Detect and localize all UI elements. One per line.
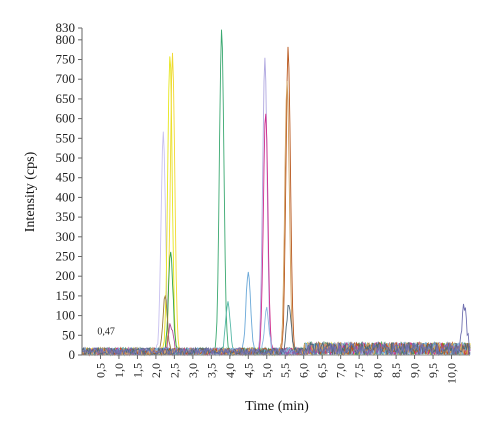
x-tick-label: 1,5 <box>130 363 144 378</box>
y-tick-label: 400 <box>56 189 76 204</box>
x-axis-ticks: 0,5 1,0 1,5 2,0 2,5 3,0 3,5 4,0 4,5 5,0 5,5 6,0 6,5 7… <box>93 355 459 384</box>
x-tick-label: 4,5 <box>241 363 255 378</box>
x-tick-label: 10,0 <box>445 363 459 384</box>
x-tick-label: 0,5 <box>93 363 107 378</box>
y-tick-label: 650 <box>56 91 76 106</box>
x-tick-label: 1,0 <box>112 363 126 378</box>
x-tick-label: 6,5 <box>315 363 329 378</box>
x-tick-label: 5,5 <box>278 363 292 378</box>
y-tick-label: 700 <box>56 71 76 86</box>
x-tick-label: 4,0 <box>223 363 237 378</box>
y-tick-label: 800 <box>56 32 76 47</box>
y-tick-label: 150 <box>56 288 76 303</box>
y-axis-ticks: 0 50 100 150 200 250 300 350 400 450 500 550 600 650 7… <box>56 20 82 362</box>
y-tick-label: 550 <box>56 130 76 145</box>
x-tick-label: 2,0 <box>149 363 163 378</box>
peak-annotation: 0,47 <box>97 326 115 337</box>
y-tick-label: 830 <box>56 20 76 35</box>
x-tick-label: 9,0 <box>408 363 422 378</box>
y-tick-label: 250 <box>56 249 76 264</box>
y-tick-label: 350 <box>56 209 76 224</box>
x-tick-label: 7,5 <box>352 363 366 378</box>
series-line <box>81 304 471 357</box>
x-tick-label: 3,5 <box>204 363 218 378</box>
y-tick-label: 300 <box>56 229 76 244</box>
series-traces <box>81 29 471 357</box>
y-tick-label: 600 <box>56 111 76 126</box>
x-tick-label: 8,5 <box>389 363 403 378</box>
y-tick-label: 750 <box>56 52 76 67</box>
x-tick-label: 2,5 <box>167 363 181 378</box>
y-tick-label: 0 <box>69 347 76 362</box>
x-tick-label: 8,0 <box>371 363 385 378</box>
x-tick-label: 3,0 <box>186 363 200 378</box>
x-tick-label: 5,0 <box>260 363 274 378</box>
series-line <box>81 303 471 357</box>
x-tick-label: 7,0 <box>334 363 348 378</box>
y-tick-label: 500 <box>56 150 76 165</box>
x-tick-label: 6,0 <box>297 363 311 378</box>
y-tick-label: 50 <box>62 327 75 342</box>
y-tick-label: 450 <box>56 170 76 185</box>
y-axis-title: Intensity (cps) <box>23 151 38 232</box>
x-tick-label: 9,5 <box>426 363 440 378</box>
y-tick-label: 200 <box>56 268 76 283</box>
y-tick-label: 100 <box>56 308 76 323</box>
x-axis-title: Time (min) <box>245 399 309 414</box>
